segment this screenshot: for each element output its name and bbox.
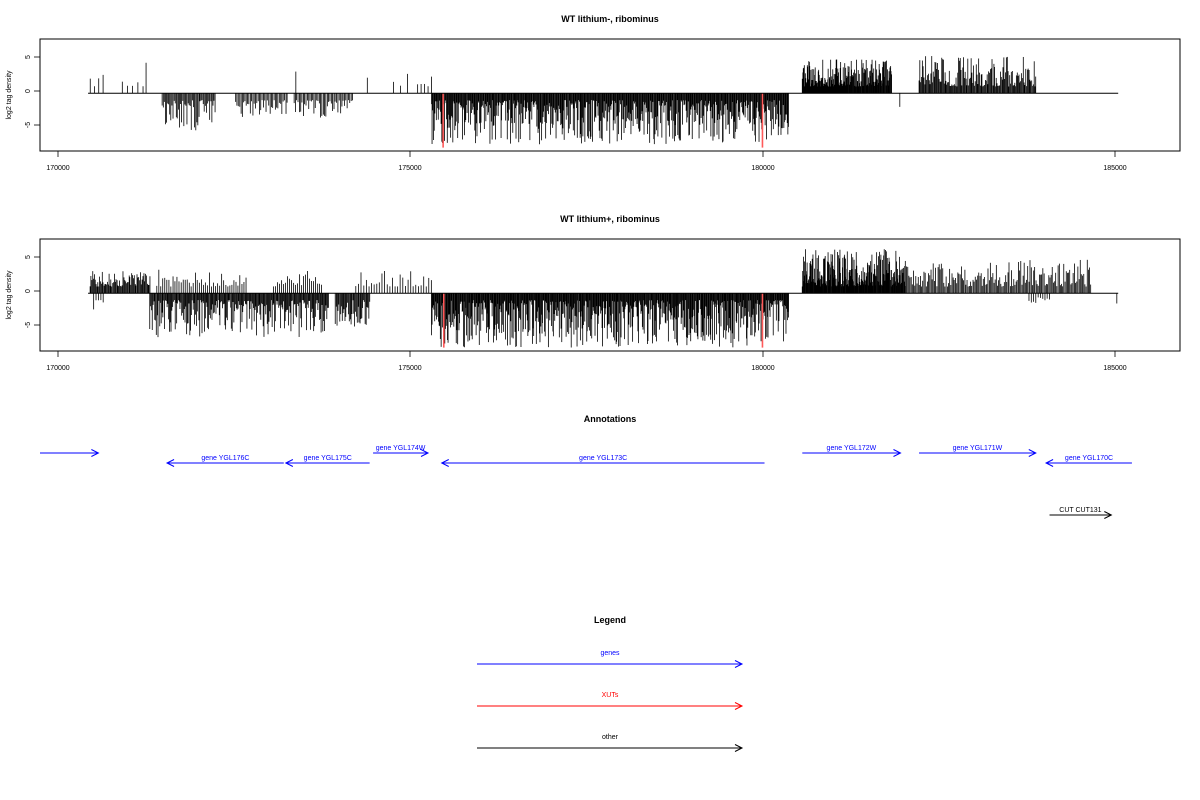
y-axis: 5 0 -5 [25,55,41,128]
annotation-arrows: gene YGL176C gene YGL175C gene YGL174W gene… [40,445,1132,519]
gene-arrow: gene YGL171W [919,445,1037,457]
legend-items: genes XUTs other [477,650,744,752]
cut-arrow: CUT CUT131 [1049,507,1113,519]
x-tick-label: 180000 [751,165,774,172]
legend-label: genes [600,650,620,657]
x-tick-label: 175000 [398,165,421,172]
legend-label: other [602,734,619,741]
annotation-label: gene YGL171W [953,445,1003,452]
panel-wt-lithium-minus: WT lithium-, ribominus log2 tag density … [6,14,1181,172]
y-tick-label: 5 [25,55,32,59]
annotation-label: gene YGL170C [1065,455,1113,462]
legend-arrow: XUTs [477,692,744,710]
y-tick-label: -5 [25,122,32,128]
annotations-title: Annotations [584,414,637,424]
density-bars [89,56,1037,148]
panel-title: WT lithium+, ribominus [560,214,660,224]
legend-arrow: genes [477,650,744,668]
x-axis: 170000 175000 180000 185000 [46,150,1128,172]
y-axis: 5 0 -5 [25,255,41,328]
x-axis: 170000 175000 180000 185000 [46,350,1128,372]
annotation-label: gene YGL175C [304,455,352,462]
legend-arrow: other [477,734,744,752]
annotation-label: gene YGL174W [376,445,426,452]
legend: Legend genes XUTs other [477,615,744,752]
x-tick-label: 175000 [398,365,421,372]
y-tick-label: 0 [25,289,32,293]
gene-arrow: gene YGL176C [165,455,284,467]
panel-title: WT lithium-, ribominus [561,14,659,24]
gene-arrow: gene YGL170C [1044,455,1132,467]
gene-arrow: gene YGL173C [440,455,765,467]
annotations-track: Annotations gene YGL176C gene YGL175Cgene… [40,414,1132,519]
legend-label: XUTs [602,692,619,699]
gene-arrow: gene YGL175C [284,455,370,467]
gene-arrow: gene YGL172W [802,445,902,457]
gene-arrow [40,449,100,457]
annotation-label: CUT CUT131 [1059,507,1101,514]
x-tick-label: 180000 [751,365,774,372]
annotation-label: gene YGL176C [201,455,249,462]
annotation-label: gene YGL173C [579,455,627,462]
y-axis-label: log2 tag density [6,70,13,120]
y-axis-label: log2 tag density [6,270,13,320]
panel-wt-lithium-plus: WT lithium+, ribominus log2 tag density … [6,214,1181,372]
x-tick-label: 185000 [1103,165,1126,172]
gene-arrow: gene YGL174W [373,445,430,457]
x-tick-label: 170000 [46,365,69,372]
legend-title: Legend [594,615,626,625]
annotation-label: gene YGL172W [827,445,877,452]
x-tick-label: 170000 [46,165,69,172]
x-tick-label: 185000 [1103,365,1126,372]
density-bars [89,249,1118,348]
y-tick-label: 0 [25,89,32,93]
y-tick-label: -5 [25,322,32,328]
y-tick-label: 5 [25,255,32,259]
